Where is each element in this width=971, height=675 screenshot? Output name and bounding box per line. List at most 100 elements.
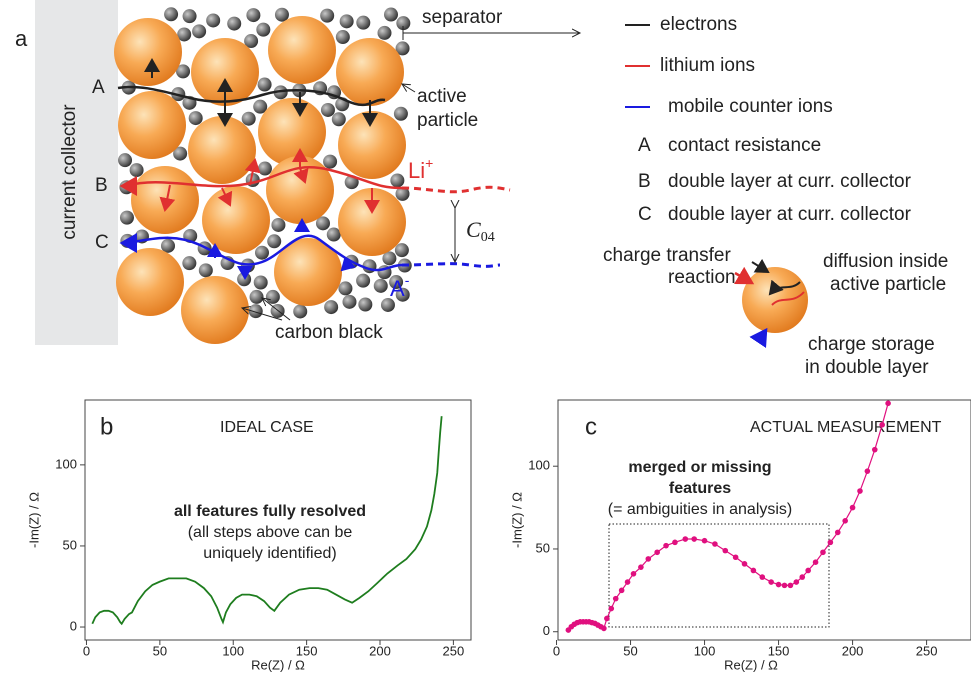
y-tick-label: 50 (63, 537, 77, 552)
li-ion-label: Li+ (408, 155, 433, 183)
data-point (608, 606, 614, 612)
cap-label: C04 (466, 217, 495, 245)
letter-text: contact resistance (668, 135, 821, 156)
data-point (799, 574, 805, 580)
data-point (768, 579, 774, 585)
data-point (691, 536, 697, 542)
y-tick-label: 100 (528, 458, 550, 473)
li-text: Li (408, 158, 425, 183)
legend-text: electrons (660, 14, 737, 35)
data-point (613, 596, 619, 602)
cap-text: C (466, 217, 481, 242)
inset-text: charge transfer (603, 245, 731, 266)
x-tick-label: 250 (916, 643, 938, 658)
active-particle (181, 276, 249, 344)
x-tick-label: 50 (153, 643, 167, 658)
carbon-particle (267, 234, 281, 248)
carbon-particle (390, 173, 404, 187)
carbon-particle (206, 13, 220, 27)
label-b: B (95, 175, 108, 196)
cap-sub: 04 (481, 230, 495, 245)
carbon-particle (377, 26, 391, 40)
inset-text: in double layer (805, 357, 929, 378)
x-tick-label: 150 (768, 643, 790, 658)
carbon-particle (324, 300, 338, 314)
data-point (712, 541, 718, 547)
letter-key: B (638, 171, 651, 192)
carbon-particle (242, 112, 256, 126)
data-point (835, 530, 841, 536)
carbon-particle (254, 276, 268, 290)
carbon-particle (327, 228, 341, 242)
x-tick-label: 100 (222, 643, 244, 658)
y-tick-label: 0 (70, 618, 77, 633)
data-point (813, 559, 819, 565)
annotation-bold: merged or missing (628, 459, 771, 476)
active-particle (268, 16, 336, 84)
data-point (683, 536, 689, 542)
data-point (601, 626, 607, 632)
carbon-particle (189, 111, 203, 125)
carbon-particle (323, 155, 337, 169)
active-particle (131, 166, 199, 234)
inset-text: reaction (668, 267, 736, 288)
data-point (782, 583, 788, 589)
data-point (619, 588, 625, 594)
data-point (722, 548, 728, 554)
active-particle (116, 248, 184, 316)
inset-text: diffusion inside (823, 251, 948, 272)
carbon-particle (336, 30, 350, 44)
chart-title: ACTUAL MEASUREMENT (750, 419, 942, 436)
y-axis-label: -Im(Z) / Ω (509, 492, 524, 548)
active-particle (258, 98, 326, 166)
data-point (885, 401, 891, 407)
data-point (857, 488, 863, 494)
y-axis-label: -Im(Z) / Ω (26, 492, 41, 548)
panel-label: c (585, 413, 597, 440)
carbon-particle (164, 7, 178, 21)
label-a: A (92, 77, 105, 98)
legend-text: mobile counter ions (668, 96, 833, 117)
carbon-particle (340, 14, 354, 28)
letter-text: double layer at curr. collector (668, 204, 912, 225)
highlight-box (609, 524, 829, 627)
data-point (865, 468, 871, 474)
active-particle-label: active (417, 86, 467, 107)
carbon-particle (342, 295, 356, 309)
data-point (625, 579, 631, 585)
data-point (805, 568, 811, 574)
letter-text: double layer at curr. collector (668, 171, 912, 192)
legend-text: lithium ions (660, 55, 755, 76)
x-tick-label: 0 (83, 643, 90, 658)
data-point (672, 540, 678, 546)
data-point (733, 554, 739, 560)
diagram: a current collector separator A B C acti… (15, 0, 948, 378)
carbon-particle (120, 211, 134, 225)
x-tick-label: 200 (842, 643, 864, 658)
data-point (654, 549, 660, 555)
carbon-particle (256, 23, 270, 37)
x-axis-label: Re(Z) / Ω (251, 657, 305, 672)
data-point (842, 518, 848, 524)
inset-arrow (752, 262, 768, 272)
carbon-particle (227, 17, 241, 31)
inset-arrow (758, 330, 766, 342)
carbon-particle (293, 304, 307, 318)
carbon-particle (192, 24, 206, 38)
carbon-particle (374, 279, 388, 293)
annotation: uniquely identified) (203, 545, 336, 562)
page: a current collector separator A B C acti… (0, 0, 971, 675)
carbon-particle (332, 112, 346, 126)
data-point (631, 571, 637, 577)
carbon-particle (384, 8, 398, 22)
inset-text: charge storage (808, 334, 935, 355)
x-tick-label: 50 (623, 643, 637, 658)
active-particle-label: particle (417, 110, 478, 131)
electrode (114, 7, 510, 344)
carbon-particle (130, 163, 144, 177)
anion-path-dashed (402, 264, 500, 267)
inset-arrow (735, 273, 752, 283)
carbon-particle (258, 162, 272, 176)
carbon-particle (358, 298, 372, 312)
active-particle (202, 186, 270, 254)
